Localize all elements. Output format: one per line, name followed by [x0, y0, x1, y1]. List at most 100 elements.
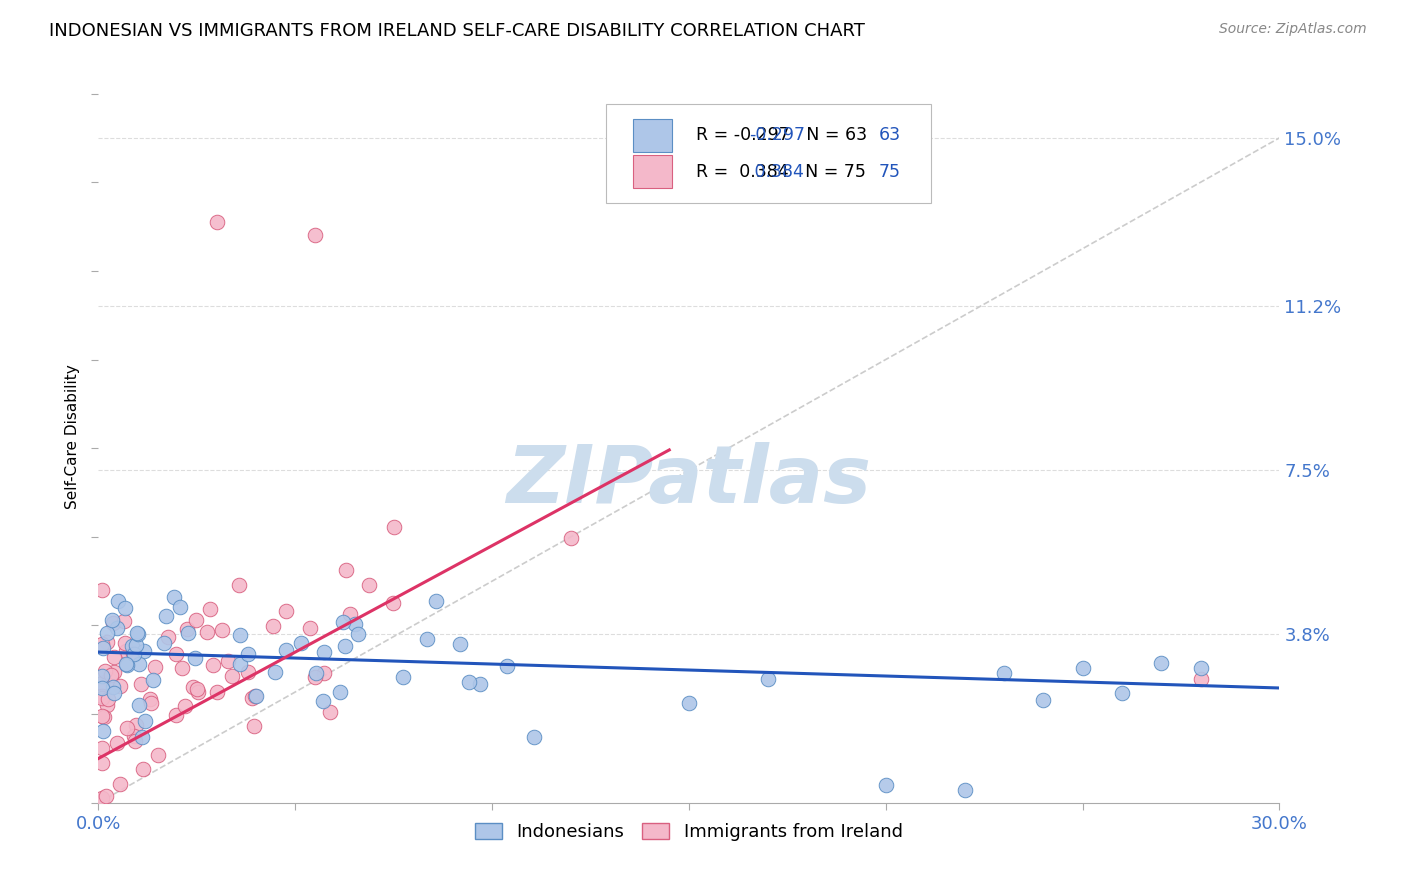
Point — [243, 719, 266, 733]
Point — [449, 636, 471, 650]
Point — [108, 776, 131, 790]
Point — [183, 680, 205, 694]
Point — [134, 714, 156, 728]
Point — [107, 736, 129, 750]
Point — [184, 613, 207, 627]
Point — [304, 669, 326, 683]
Point — [131, 730, 153, 744]
Text: INDONESIAN VS IMMIGRANTS FROM IRELAND SELF-CARE DISABILITY CORRELATION CHART: INDONESIAN VS IMMIGRANTS FROM IRELAND SE… — [49, 22, 865, 40]
Point — [91, 676, 114, 690]
Point — [91, 691, 114, 706]
Point — [245, 690, 267, 704]
Point — [217, 654, 239, 668]
Point — [103, 665, 125, 680]
Point — [163, 590, 186, 604]
Text: 63: 63 — [879, 127, 901, 145]
Point — [1111, 686, 1133, 700]
Point — [96, 625, 118, 640]
Point — [139, 691, 162, 706]
Point — [560, 531, 582, 545]
Point — [105, 620, 128, 634]
Point — [141, 696, 163, 710]
Point — [201, 657, 224, 672]
Point — [122, 648, 145, 662]
Point — [172, 661, 194, 675]
Point — [165, 707, 187, 722]
Point — [96, 698, 118, 713]
Text: 0.384: 0.384 — [749, 163, 804, 181]
Point — [238, 665, 260, 680]
Point — [100, 668, 122, 682]
Point — [319, 705, 342, 719]
Point — [228, 578, 250, 592]
Point — [468, 677, 491, 691]
Point — [103, 615, 125, 630]
Point — [143, 660, 166, 674]
Point — [91, 669, 114, 683]
Point — [1071, 661, 1094, 675]
Point — [114, 636, 136, 650]
Point — [132, 762, 155, 776]
Point — [240, 690, 263, 705]
Point — [115, 644, 138, 658]
Point — [496, 658, 519, 673]
Point — [97, 691, 120, 706]
Text: -0.297: -0.297 — [749, 127, 806, 145]
Point — [274, 643, 297, 657]
Point — [101, 681, 124, 695]
Point — [122, 646, 145, 660]
Point — [121, 640, 143, 654]
Point — [91, 741, 114, 756]
Point — [1189, 672, 1212, 686]
Point — [91, 582, 114, 597]
Point — [128, 657, 150, 671]
Point — [125, 718, 148, 732]
Point — [756, 673, 779, 687]
Text: Source: ZipAtlas.com: Source: ZipAtlas.com — [1219, 22, 1367, 37]
Point — [305, 666, 328, 681]
Point — [101, 613, 124, 627]
Point — [148, 747, 170, 762]
Point — [391, 670, 413, 684]
Point — [124, 734, 146, 748]
Point — [458, 675, 481, 690]
Point — [187, 685, 209, 699]
Point — [205, 685, 228, 699]
Point — [91, 681, 114, 695]
Point — [142, 673, 165, 687]
Point — [177, 626, 200, 640]
Point — [381, 596, 404, 610]
Point — [1032, 692, 1054, 706]
Text: R = -0.297   N = 63: R = -0.297 N = 63 — [696, 127, 868, 145]
Point — [97, 673, 120, 687]
Point — [245, 689, 267, 703]
Point — [238, 647, 260, 661]
Point — [103, 686, 125, 700]
Point — [344, 616, 367, 631]
Point — [169, 599, 191, 614]
Point — [112, 614, 135, 628]
Point — [523, 730, 546, 744]
FancyBboxPatch shape — [634, 155, 672, 188]
Point — [1189, 660, 1212, 674]
Point — [107, 593, 129, 607]
Point — [339, 607, 361, 621]
Point — [678, 696, 700, 710]
Point — [129, 677, 152, 691]
Point — [91, 709, 114, 723]
Point — [157, 631, 180, 645]
Point — [875, 778, 897, 792]
Point — [115, 658, 138, 673]
Point — [993, 666, 1015, 681]
Y-axis label: Self-Care Disability: Self-Care Disability — [65, 365, 80, 509]
Point — [124, 638, 146, 652]
Point — [200, 601, 222, 615]
Point — [127, 627, 149, 641]
Point — [298, 621, 321, 635]
Point — [183, 650, 205, 665]
Point — [312, 646, 335, 660]
Point — [91, 724, 114, 739]
Point — [125, 626, 148, 640]
Point — [262, 619, 284, 633]
Point — [347, 627, 370, 641]
